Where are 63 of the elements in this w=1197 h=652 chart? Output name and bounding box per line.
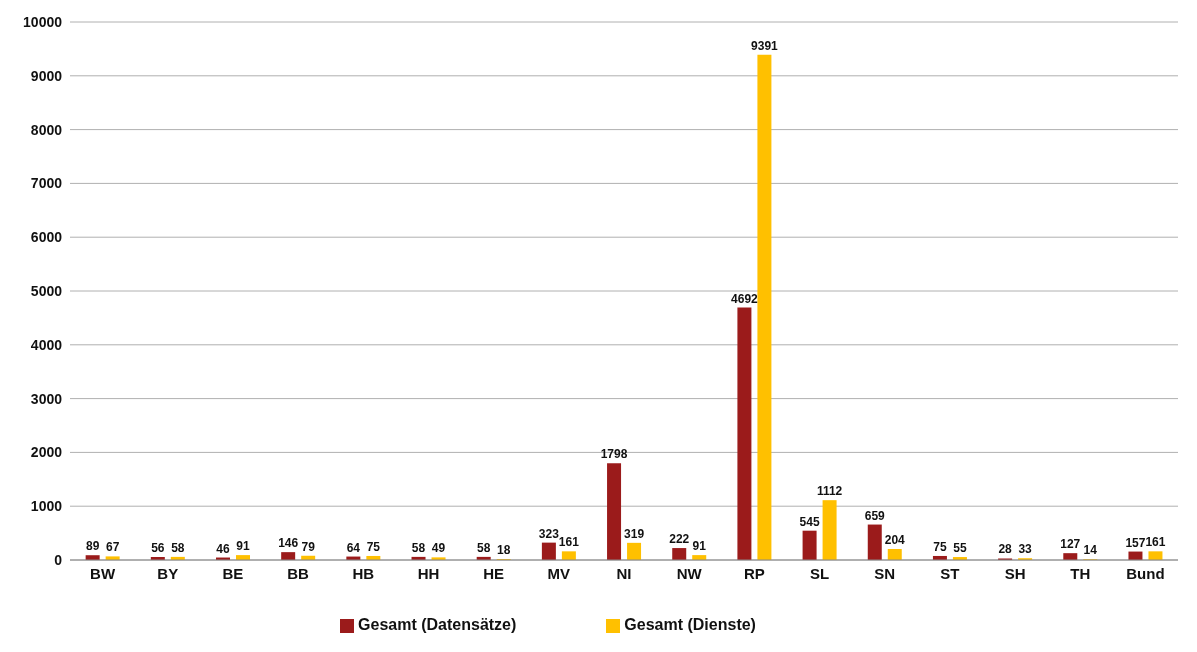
x-tick-label: BE — [222, 564, 244, 582]
y-tick-label: 1000 — [30, 498, 63, 515]
data-label: 157 — [1125, 535, 1146, 550]
y-tick-label: 9000 — [30, 67, 63, 84]
data-label: 161 — [1145, 535, 1166, 550]
x-tick-label: HE — [483, 564, 505, 582]
y-tick-label: 5000 — [30, 282, 63, 299]
data-label: 33 — [1018, 542, 1033, 557]
data-label: 64 — [346, 540, 361, 555]
data-label: 79 — [301, 539, 316, 554]
data-label: 545 — [799, 514, 820, 529]
data-label: 659 — [864, 508, 886, 523]
y-tick-label: 7000 — [30, 175, 63, 192]
data-label: 204 — [884, 533, 906, 548]
data-label: 58 — [477, 540, 491, 555]
data-label: 18 — [497, 543, 511, 558]
x-tick-label: SN — [874, 564, 896, 582]
y-tick-label: 8000 — [30, 121, 63, 138]
data-label: 91 — [692, 539, 707, 554]
data-label: 161 — [558, 535, 580, 550]
data-label: 56 — [151, 540, 165, 555]
data-label: 58 — [411, 540, 426, 555]
x-tick-label: HB — [352, 564, 375, 582]
x-tick-label: BY — [157, 564, 179, 582]
y-tick-label: 10000 — [23, 13, 63, 30]
data-label: 75 — [933, 539, 947, 554]
x-tick-label: BW — [90, 564, 116, 582]
y-tick-label: 2000 — [30, 444, 63, 461]
data-label: 323 — [538, 526, 560, 541]
y-tick-label: 6000 — [30, 229, 63, 246]
data-label: 55 — [953, 541, 967, 556]
x-tick-label: TH — [1070, 564, 1091, 582]
x-tick-label: ST — [940, 564, 960, 582]
legend-label: Gesamt (Datensätze) — [358, 616, 517, 633]
x-tick-label: SL — [809, 564, 830, 582]
data-label: 146 — [278, 536, 299, 551]
y-tick-label: 3000 — [30, 390, 63, 407]
data-label: 1112 — [816, 484, 843, 499]
x-tick-label: NW — [676, 564, 703, 582]
y-tick-label: 4000 — [30, 336, 63, 353]
data-label: 14 — [1083, 543, 1098, 558]
data-label: 1798 — [600, 447, 628, 462]
legend-label: Gesamt (Dienste) — [624, 616, 756, 633]
x-tick-label: HH — [417, 564, 440, 582]
data-label: 46 — [216, 541, 230, 556]
data-label: 67 — [105, 540, 120, 555]
x-tick-label: RP — [743, 564, 765, 582]
x-tick-label: NI — [616, 564, 632, 582]
data-label: 58 — [171, 540, 185, 555]
x-tick-label: BB — [287, 564, 310, 582]
x-tick-label: Bund — [1126, 564, 1165, 582]
data-label: 319 — [624, 526, 645, 541]
y-tick-label: 0 — [54, 551, 63, 568]
x-tick-label: MV — [547, 564, 571, 582]
data-label: 127 — [1060, 537, 1081, 552]
data-label: 49 — [431, 541, 446, 556]
x-tick-label: SH — [1004, 564, 1026, 582]
data-label: 91 — [236, 539, 250, 554]
data-label: 222 — [669, 532, 690, 547]
data-label: 28 — [998, 542, 1013, 557]
data-label: 9391 — [751, 38, 779, 53]
data-label: 89 — [85, 539, 100, 554]
data-label: 75 — [366, 539, 381, 554]
